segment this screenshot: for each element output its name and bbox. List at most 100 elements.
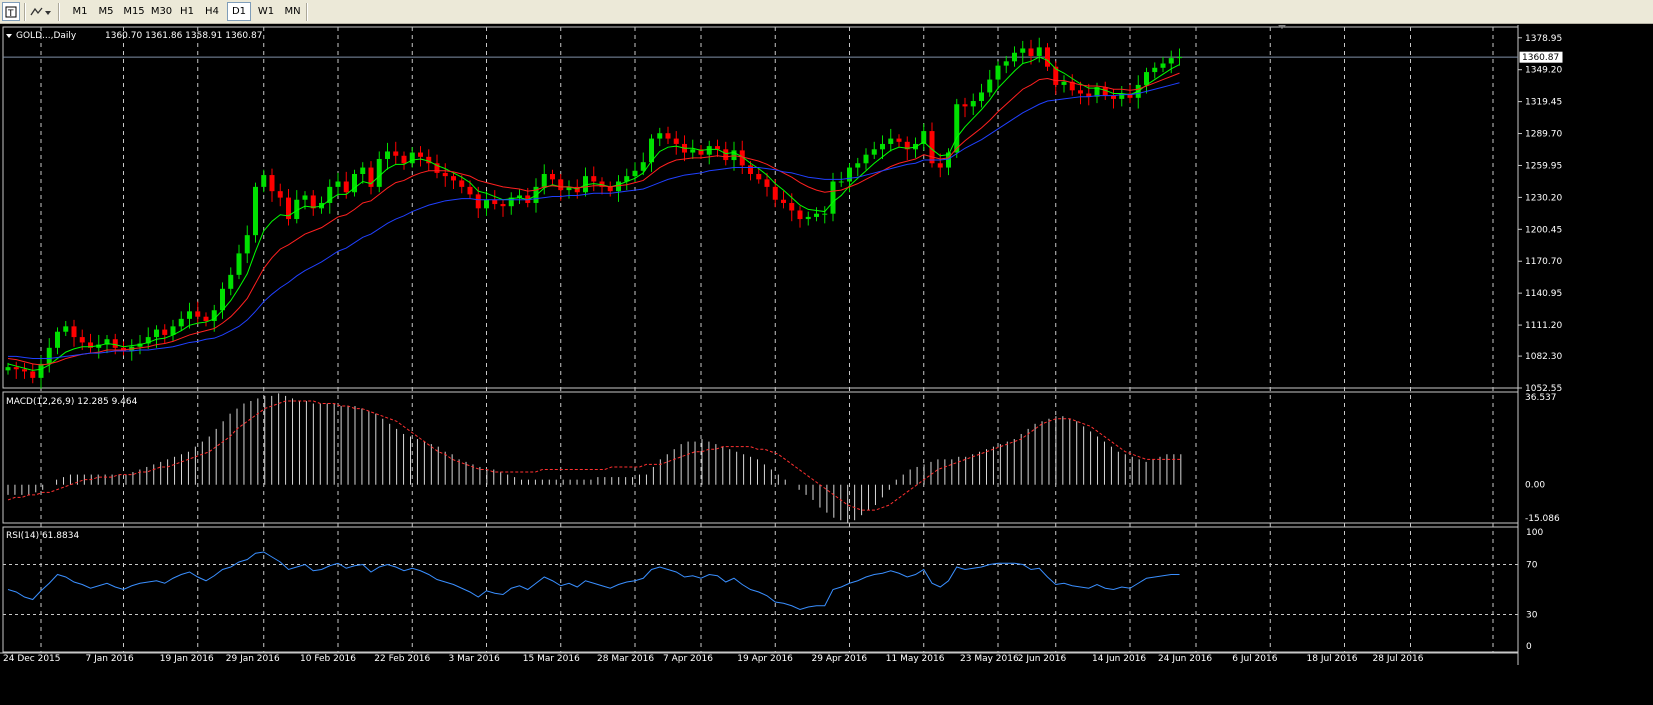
- candle-body: [1061, 81, 1067, 85]
- indicators-icon[interactable]: [28, 2, 54, 21]
- x-tick-label: 23 May 2016: [960, 654, 1019, 664]
- timeframe-m30-button[interactable]: M30: [150, 6, 173, 17]
- text-tool-icon[interactable]: T: [2, 2, 20, 21]
- x-tick-label: 24 Dec 2015: [3, 654, 61, 664]
- candle-body: [22, 369, 27, 372]
- candle-body: [154, 329, 159, 338]
- candle-body: [657, 133, 663, 139]
- candle-body: [888, 138, 894, 144]
- timeframe-h4-button[interactable]: H4: [205, 6, 219, 17]
- candle-body: [574, 186, 580, 193]
- timeframe-w1-button[interactable]: W1: [257, 6, 275, 17]
- rsi-y-tick-label: 0: [1526, 642, 1532, 652]
- candle-body: [954, 104, 960, 153]
- timeframe-mn-button[interactable]: MN: [284, 6, 301, 17]
- candle-body: [170, 326, 176, 335]
- candle-body: [46, 347, 52, 364]
- candle-body: [112, 339, 118, 348]
- candle-body: [789, 202, 795, 211]
- candle-body: [63, 326, 69, 332]
- candle-body: [409, 152, 415, 164]
- rsi-y-tick-label: 100: [1526, 528, 1543, 538]
- candle-body: [1160, 63, 1166, 68]
- y-tick-label: 1378.95: [1525, 34, 1562, 44]
- candle-body: [418, 152, 423, 157]
- candle-body: [838, 181, 844, 183]
- timeframe-m15-button[interactable]: M15: [123, 6, 145, 17]
- candle-body: [88, 342, 93, 348]
- candle-body: [599, 181, 605, 187]
- y-tick-label: 1289.70: [1525, 130, 1562, 140]
- candle-body: [492, 199, 498, 205]
- candle-body: [1119, 93, 1125, 99]
- candle-body: [121, 347, 126, 352]
- candle-body: [360, 167, 366, 174]
- moving-average-ma3-line: [8, 82, 1180, 360]
- candle-body: [1078, 90, 1083, 94]
- candle-body: [195, 311, 201, 317]
- candle-body: [822, 213, 828, 215]
- macd-y-tick-label: 0.00: [1525, 481, 1545, 491]
- chart-window[interactable]: 24 Dec 2015 7 Jan 2016 19 Jan 2016 29 Jan 2…: [0, 25, 1653, 705]
- candle-body: [79, 337, 85, 343]
- candle-body: [277, 191, 283, 198]
- candle-body: [228, 274, 234, 289]
- candle-body: [781, 199, 786, 203]
- candle-body: [1168, 58, 1174, 64]
- candle-body: [1111, 95, 1116, 99]
- candle-body: [211, 310, 217, 321]
- candle-body: [904, 141, 910, 150]
- candle-body: [1152, 67, 1158, 73]
- ohlc-readout: 1360.70 1361.86 1358.91 1360.87: [105, 31, 262, 41]
- candle-body: [855, 163, 861, 168]
- candle-body: [632, 170, 638, 177]
- y-tick-label: 1111.20: [1525, 321, 1562, 331]
- candle-body: [591, 176, 597, 182]
- candle-body: [104, 339, 110, 345]
- timeframe-d1-button[interactable]: D1: [227, 2, 251, 21]
- candle-body: [393, 151, 399, 156]
- chart-background: [0, 25, 1653, 705]
- candle-body: [1045, 47, 1050, 67]
- candle-body: [583, 176, 588, 193]
- candle-body: [805, 216, 811, 220]
- candle-body: [616, 181, 621, 192]
- x-tick-label: 19 Apr 2016: [737, 654, 793, 664]
- y-tick-label: 1319.45: [1525, 98, 1562, 108]
- candle-body: [376, 158, 382, 187]
- candle-body: [385, 151, 390, 159]
- x-tick-label: 28 Jul 2016: [1373, 654, 1424, 664]
- candle-body: [459, 180, 465, 187]
- candle-body: [96, 344, 102, 348]
- candle-body: [690, 149, 696, 153]
- candle-body: [500, 204, 506, 207]
- x-tick-label: 7 Jan 2016: [86, 654, 134, 664]
- chart-menu-arrow-icon: [6, 34, 12, 38]
- x-tick-label: 22 Feb 2016: [374, 654, 430, 664]
- candle-body: [640, 162, 646, 171]
- candle-body: [1094, 87, 1100, 97]
- candle-body: [772, 186, 778, 200]
- x-tick-label: 14 Jun 2016: [1092, 654, 1146, 664]
- candle-body: [863, 154, 869, 164]
- candle-body: [830, 181, 836, 214]
- candle-body: [1069, 81, 1075, 91]
- timeframe-m5-button[interactable]: M5: [98, 6, 114, 17]
- candle-body: [921, 131, 927, 144]
- candle-body: [335, 181, 341, 187]
- candle-body: [871, 149, 877, 155]
- timeframe-m1-button[interactable]: M1: [72, 6, 88, 17]
- candle-body: [508, 197, 514, 207]
- timeframe-h1-button[interactable]: H1: [180, 6, 194, 17]
- candle-body: [962, 104, 968, 107]
- candle-body: [550, 173, 555, 180]
- candle-body: [814, 213, 819, 217]
- x-tick-label: 15 Mar 2016: [523, 654, 580, 664]
- x-tick-label: 28 Mar 2016: [597, 654, 654, 664]
- y-tick-label: 1082.30: [1525, 352, 1562, 362]
- candle-body: [946, 152, 951, 168]
- macd-y-tick-label: -15.086: [1525, 514, 1560, 524]
- candle-body: [1028, 48, 1034, 56]
- candle-body: [723, 149, 729, 161]
- x-tick-label: 7 Apr 2016: [663, 654, 713, 664]
